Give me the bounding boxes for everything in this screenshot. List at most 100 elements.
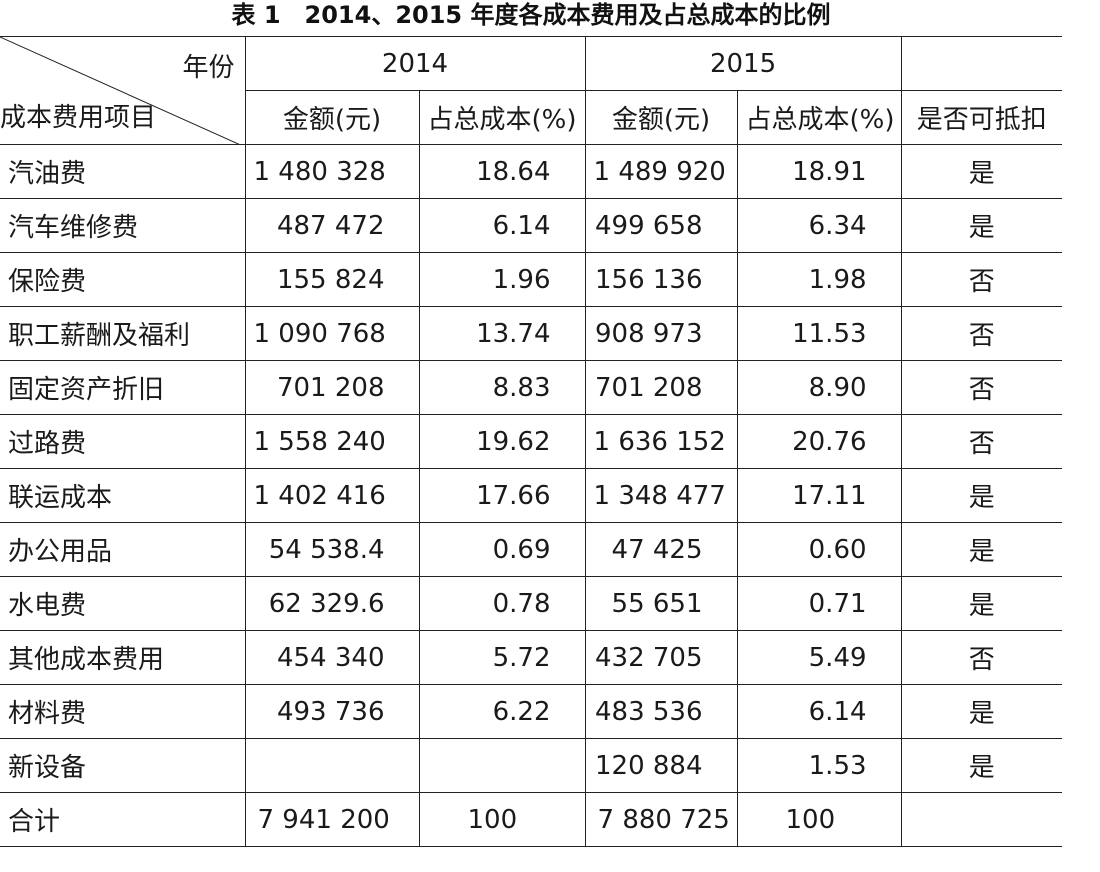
amount-2015: 47 425 xyxy=(584,522,738,577)
cost-item-name: 联运成本 xyxy=(0,468,246,523)
percent-2015: 11.53 xyxy=(736,306,902,361)
table-row: 水电费 62 329.6 0.78 55 651 0.71 是 xyxy=(0,576,1063,631)
deductible-flag: 否 xyxy=(900,630,1063,685)
amount-2014: 62 329.6 xyxy=(244,576,420,631)
amount-2014-header: 金额(元) xyxy=(244,90,420,145)
percent-2014: 5.72 xyxy=(418,630,586,685)
percent-2015: 1.53 xyxy=(736,738,902,793)
percent-2014: 17.66 xyxy=(418,468,586,523)
table-row: 办公用品 54 538.4 0.69 47 425 0.60 是 xyxy=(0,522,1063,577)
percent-2014: 6.14 xyxy=(418,198,586,253)
amount-2014: 155 824 xyxy=(244,252,420,307)
percent-2014: 0.69 xyxy=(418,522,586,577)
percent-2015: 8.90 xyxy=(736,360,902,415)
year-2015-header: 2015 xyxy=(584,36,902,91)
amount-2015: 55 651 xyxy=(584,576,738,631)
header-row-columns: 金额(元) 占总成本(%) 金额(元) 占总成本(%) 是否可抵扣 xyxy=(0,90,1063,145)
percent-2015: 6.14 xyxy=(736,684,902,739)
amount-2015: 156 136 xyxy=(584,252,738,307)
cost-item-name: 汽油费 xyxy=(0,144,246,199)
year-2014-header: 2014 xyxy=(244,36,586,91)
pct-2014-header: 占总成本(%) xyxy=(418,90,586,145)
total-percent-2014: 100 xyxy=(418,792,586,847)
amount-2015: 1 489 920 xyxy=(584,144,738,199)
amount-2015: 1 348 477 xyxy=(584,468,738,523)
amount-2014: 1 402 416 xyxy=(244,468,420,523)
deductible-flag: 是 xyxy=(900,576,1063,631)
percent-2014: 18.64 xyxy=(418,144,586,199)
amount-2014: 493 736 xyxy=(244,684,420,739)
percent-2015: 18.91 xyxy=(736,144,902,199)
amount-2015: 483 536 xyxy=(584,684,738,739)
diagonal-header-cell: 年份 成本费用项目 xyxy=(0,36,246,145)
amount-2015: 432 705 xyxy=(584,630,738,685)
amount-2014 xyxy=(244,738,420,793)
table-row: 保险费 155 824 1.96 156 136 1.98 否 xyxy=(0,252,1063,307)
cost-item-name: 水电费 xyxy=(0,576,246,631)
deductible-flag: 是 xyxy=(900,198,1063,253)
diagonal-line xyxy=(0,37,239,144)
percent-2014 xyxy=(418,738,586,793)
percent-2015: 1.98 xyxy=(736,252,902,307)
amount-2015: 701 208 xyxy=(584,360,738,415)
amount-2015: 499 658 xyxy=(584,198,738,253)
total-label: 合计 xyxy=(0,792,246,847)
cost-item-name: 新设备 xyxy=(0,738,246,793)
percent-2014: 1.96 xyxy=(418,252,586,307)
amount-2014: 454 340 xyxy=(244,630,420,685)
deductible-flag: 是 xyxy=(900,522,1063,577)
cost-item-name: 职工薪酬及福利 xyxy=(0,306,246,361)
cost-table: 年份 成本费用项目 2014 2015 金额(元) 占总成本(%) 金额(元) … xyxy=(0,36,1063,847)
table-title: 表 1 2014、2015 年度各成本费用及占总成本的比例 xyxy=(231,1,831,29)
table-row: 材料费 493 736 6.22 483 536 6.14 是 xyxy=(0,684,1063,739)
cost-item-name: 固定资产折旧 xyxy=(0,360,246,415)
amount-2014: 487 472 xyxy=(244,198,420,253)
header-row-year: 年份 成本费用项目 2014 2015 xyxy=(0,36,1063,145)
table-row: 其他成本费用 454 340 5.72 432 705 5.49 否 xyxy=(0,630,1063,685)
deductible-header: 是否可抵扣 xyxy=(900,90,1063,145)
table-row: 汽车维修费 487 472 6.14 499 658 6.34 是 xyxy=(0,198,1063,253)
item-header-label: 成本费用项目 xyxy=(0,103,157,133)
year-header-label: 年份 xyxy=(182,53,235,83)
percent-2014: 19.62 xyxy=(418,414,586,469)
total-row: 合计 7 941 200 100 7 880 725 100 xyxy=(0,792,1063,847)
cost-item-name: 过路费 xyxy=(0,414,246,469)
percent-2014: 8.83 xyxy=(418,360,586,415)
empty-header-cell xyxy=(900,36,1063,91)
percent-2015: 5.49 xyxy=(736,630,902,685)
amount-2015: 1 636 152 xyxy=(584,414,738,469)
total-amount-2015: 7 880 725 xyxy=(584,792,738,847)
table-row: 固定资产折旧 701 208 8.83 701 208 8.90 否 xyxy=(0,360,1063,415)
deductible-flag: 是 xyxy=(900,144,1063,199)
cost-item-name: 材料费 xyxy=(0,684,246,739)
deductible-flag: 是 xyxy=(900,738,1063,793)
deductible-flag: 否 xyxy=(900,414,1063,469)
percent-2014: 13.74 xyxy=(418,306,586,361)
percent-2015: 6.34 xyxy=(736,198,902,253)
amount-2015: 908 973 xyxy=(584,306,738,361)
table-row: 职工薪酬及福利 1 090 768 13.74 908 973 11.53 否 xyxy=(0,306,1063,361)
percent-2014: 6.22 xyxy=(418,684,586,739)
percent-2015: 20.76 xyxy=(736,414,902,469)
pct-2015-header: 占总成本(%) xyxy=(736,90,902,145)
deductible-flag: 否 xyxy=(900,306,1063,361)
cost-item-name: 办公用品 xyxy=(0,522,246,577)
total-amount-2014: 7 941 200 xyxy=(244,792,420,847)
cost-item-name: 汽车维修费 xyxy=(0,198,246,253)
table-row: 联运成本 1 402 416 17.66 1 348 477 17.11 是 xyxy=(0,468,1063,523)
deductible-flag: 是 xyxy=(900,468,1063,523)
table-row: 汽油费 1 480 328 18.64 1 489 920 18.91 是 xyxy=(0,144,1063,199)
deductible-flag: 否 xyxy=(900,252,1063,307)
percent-2014: 0.78 xyxy=(418,576,586,631)
percent-2015: 17.11 xyxy=(736,468,902,523)
table-row: 过路费 1 558 240 19.62 1 636 152 20.76 否 xyxy=(0,414,1063,469)
amount-2014: 1 090 768 xyxy=(244,306,420,361)
percent-2015: 0.71 xyxy=(736,576,902,631)
amount-2015: 120 884 xyxy=(584,738,738,793)
amount-2014: 1 558 240 xyxy=(244,414,420,469)
deductible-flag: 是 xyxy=(900,684,1063,739)
amount-2014: 54 538.4 xyxy=(244,522,420,577)
percent-2015: 0.60 xyxy=(736,522,902,577)
cost-item-name: 保险费 xyxy=(0,252,246,307)
